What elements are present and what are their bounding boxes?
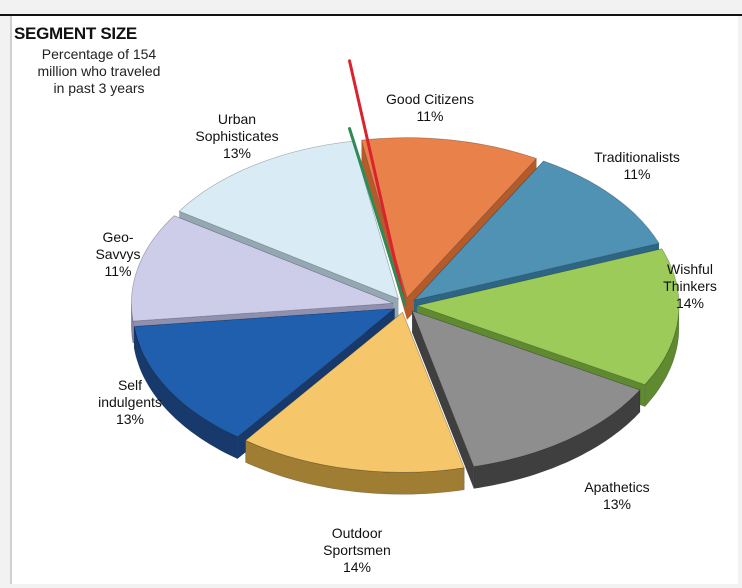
label-geo-savvys: Geo-Savvys 11%: [95, 229, 140, 279]
label-name-line: Geo-: [102, 229, 133, 245]
top-rule: [0, 14, 742, 16]
label-name-line: Savvys: [95, 246, 140, 262]
label-percent: 11%: [624, 166, 651, 182]
slice-top-geo-savvys: [131, 215, 394, 322]
label-percent: 13%: [223, 145, 251, 161]
slice-wall-apathetics-1: [412, 310, 474, 489]
label-name-line: Urban: [218, 111, 256, 127]
chart-header: SEGMENT SIZE Percentage of 154 million w…: [14, 24, 184, 97]
label-percent: 13%: [116, 411, 144, 427]
label-name-line: Apathetics: [584, 479, 649, 495]
slice-top-self-indulgents: [133, 308, 396, 438]
label-name-line: Traditionalists: [594, 149, 680, 165]
label-outdoor-sportsmen: Outdoor Sportsmen 14%: [323, 525, 391, 575]
label-layer: Good Citizens 11%Traditionalists 11%Wishfu…: [95, 91, 716, 575]
label-name-line: Self: [118, 377, 142, 393]
slice-top-good-citizens: [361, 137, 538, 299]
slice-top-urban-sophisticates: [178, 140, 399, 300]
chart-subtitle: Percentage of 154 million who traveled i…: [37, 46, 161, 96]
label-percent: 11%: [105, 263, 132, 279]
label-name-line: Good Citizens: [386, 91, 474, 107]
label-percent: 14%: [343, 559, 371, 575]
slice-side-self-indulgents: [133, 326, 238, 460]
label-percent: 13%: [603, 496, 631, 512]
slice-top-wishful-thinkers: [415, 248, 680, 386]
label-percent: 11%: [417, 108, 444, 124]
chart-title: SEGMENT SIZE: [14, 24, 137, 43]
slice-side-geo-savvys: [131, 304, 134, 344]
slice-top-outdoor-sportsmen: [244, 311, 465, 473]
label-apathetics: Apathetics 13%: [584, 479, 649, 512]
label-percent: 14%: [676, 295, 704, 311]
slice-top-apathetics: [411, 310, 641, 467]
label-self-indulgents: Self indulgents 13%: [98, 377, 162, 427]
label-name-line: Outdoor: [332, 525, 383, 541]
label-name-line: Wishful: [667, 261, 713, 277]
label-traditionalists: Traditionalists 11%: [594, 149, 680, 182]
segment-outline-1: [348, 59, 407, 307]
slice-top-traditionalists: [413, 160, 660, 301]
label-name-line: Sophisticates: [195, 128, 278, 144]
label-name-line: Thinkers: [663, 278, 717, 294]
slice-layer: [131, 59, 680, 495]
label-urban-sophisticates: Urban Sophisticates 13%: [195, 111, 278, 161]
label-wishful-thinkers: Wishful Thinkers 14%: [663, 261, 717, 311]
label-name-line: Sportsmen: [323, 542, 391, 558]
slice-outdoor-sportsmen: [244, 311, 465, 495]
label-good-citizens: Good Citizens 11%: [386, 91, 474, 124]
segment-outline-2: [348, 127, 407, 307]
label-name-line: indulgents: [98, 394, 162, 410]
slice-apathetics: [411, 310, 641, 489]
